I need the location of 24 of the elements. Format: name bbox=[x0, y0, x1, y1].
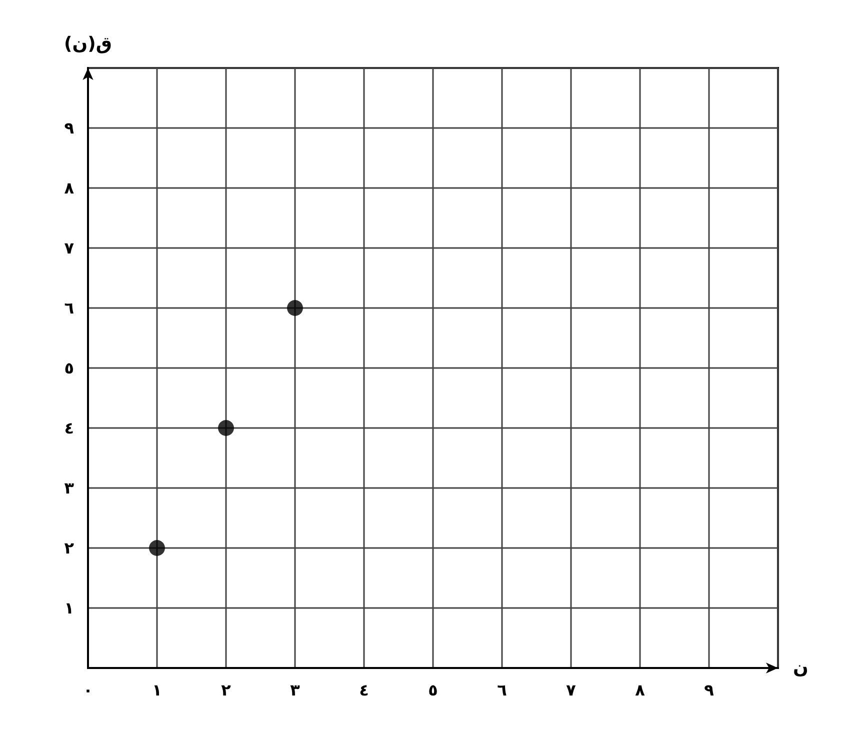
x-tick-label: ٦ bbox=[497, 680, 508, 700]
y-tick-label: ٦ bbox=[64, 298, 74, 318]
y-tick-label: ٥ bbox=[64, 358, 74, 378]
y-tick-label: ٩ bbox=[64, 118, 74, 138]
x-tick-label: ١ bbox=[152, 680, 162, 700]
x-tick-label: ٨ bbox=[635, 680, 646, 700]
x-tick-label: ٠ bbox=[83, 680, 93, 700]
x-tick-label: ٢ bbox=[221, 680, 232, 700]
x-tick-label: ٩ bbox=[704, 680, 714, 700]
y-tick-label: ٣ bbox=[64, 478, 74, 498]
y-tick-label: ٤ bbox=[64, 418, 74, 438]
y-tick-label: ٢ bbox=[64, 538, 74, 558]
x-tick-label: ٥ bbox=[428, 680, 438, 700]
point bbox=[149, 540, 165, 556]
y-tick-label: ١ bbox=[64, 598, 74, 618]
y-tick-label: ٧ bbox=[64, 238, 74, 258]
x-tick-label: ٤ bbox=[359, 680, 369, 700]
y-axis-title: ق(ن) bbox=[64, 34, 112, 54]
point bbox=[218, 420, 234, 436]
x-tick-label: ٧ bbox=[566, 680, 576, 700]
y-tick-label: ٨ bbox=[64, 178, 74, 198]
x-axis-title: ن bbox=[793, 658, 808, 678]
point bbox=[287, 300, 303, 316]
x-tick-label: ٣ bbox=[290, 680, 300, 700]
